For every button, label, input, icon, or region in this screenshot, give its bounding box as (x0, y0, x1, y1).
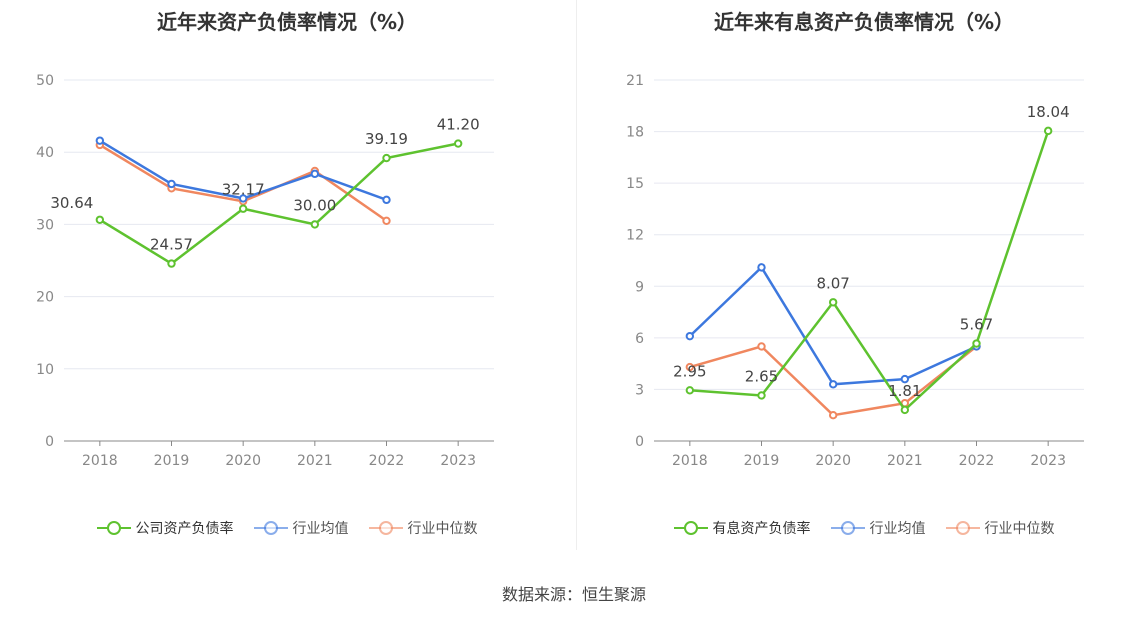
data-point-median[interactable] (828, 411, 838, 420)
legend-label: 行业中位数 (407, 521, 478, 537)
legend-line-circle-icon (253, 521, 288, 535)
x-tick-label: 2020 (225, 453, 261, 469)
y-tick-label: 15 (626, 176, 644, 192)
data-point-company[interactable] (900, 405, 910, 415)
chart-legend: 有息资产负债率 行业均值 行业中位数 (577, 518, 1148, 538)
data-label: 30.64 (50, 194, 93, 212)
y-tick-label: 20 (36, 290, 54, 306)
data-point-median[interactable] (382, 216, 391, 225)
data-label: 30.00 (293, 196, 336, 214)
chart-plot-interest-debt-ratio: 0 3 6 9 12 15 18 21 2018 2019 2020 2021 2022 2023 2.95… (626, 73, 1084, 469)
data-point-avg[interactable] (382, 195, 391, 205)
chart-panel-debt-ratio: 近年来资产负债率情况（%） 0 10 20 30 40 50 2018 2019 2020 202… (0, 0, 574, 560)
panel-divider (576, 0, 577, 550)
legend-label: 公司资产负债率 (135, 521, 234, 537)
data-point-company[interactable] (757, 391, 766, 400)
y-tick-label: 21 (626, 73, 644, 89)
legend-item-median[interactable]: 行业中位数 (368, 518, 478, 538)
data-label: 8.07 (816, 274, 849, 292)
data-label: 32.17 (222, 181, 265, 199)
data-label: 41.20 (437, 116, 480, 134)
data-point-company[interactable] (382, 153, 391, 163)
y-tick-label: 18 (626, 125, 644, 141)
data-point-avg[interactable] (310, 169, 320, 179)
y-tick-label: 50 (36, 73, 54, 89)
chart-plot-debt-ratio: 0 10 20 30 40 50 2018 2019 2020 2021 2022 2023 30.64… (36, 73, 494, 469)
y-tick-label: 10 (36, 362, 54, 378)
chart-legend: 公司资产负债率 行业均值 行业中位数 (0, 518, 574, 538)
x-tick-label: 2022 (959, 453, 995, 469)
legend-label: 行业中位数 (984, 521, 1055, 537)
data-point-median[interactable] (757, 342, 766, 351)
legend-label: 有息资产负债率 (712, 521, 811, 537)
y-tick-label: 6 (635, 331, 644, 347)
x-tick-label: 2019 (154, 453, 190, 469)
legend-line-circle-icon (673, 521, 708, 535)
data-point-avg[interactable] (900, 374, 910, 384)
series-line-company (689, 130, 1050, 412)
y-tick-label: 40 (36, 145, 54, 161)
x-tick-label: 2021 (887, 453, 923, 469)
x-tick-label: 2023 (1030, 453, 1066, 469)
y-tick-label: 0 (635, 434, 644, 450)
data-point-avg[interactable] (95, 136, 105, 145)
legend-item-avg[interactable]: 行业均值 (253, 518, 349, 538)
x-tick-label: 2022 (369, 453, 405, 469)
legend-line-circle-icon (96, 521, 131, 535)
data-point-company[interactable] (972, 339, 981, 348)
x-tick-label: 2018 (672, 453, 708, 469)
data-point-company[interactable] (1043, 126, 1053, 136)
y-tick-label: 3 (635, 382, 644, 398)
chart-title: 近年来有息资产负债率情况（%） (713, 10, 1015, 34)
data-point-avg[interactable] (757, 263, 766, 272)
legend-item-median[interactable]: 行业中位数 (945, 518, 1055, 538)
data-point-median[interactable] (685, 362, 695, 372)
legend-item-company[interactable]: 公司资产负债率 (96, 518, 234, 538)
x-tick-label: 2018 (82, 453, 118, 469)
data-point-avg[interactable] (167, 179, 176, 189)
data-label: 39.19 (365, 130, 408, 148)
x-tick-label: 2023 (440, 453, 476, 469)
data-point-avg[interactable] (238, 194, 248, 203)
legend-item-company[interactable]: 有息资产负债率 (673, 518, 811, 538)
data-point-company[interactable] (828, 298, 838, 307)
y-tick-label: 9 (635, 279, 644, 295)
legend-line-circle-icon (368, 521, 403, 535)
x-tick-label: 2019 (744, 453, 780, 469)
data-label: 18.04 (1027, 103, 1070, 121)
x-tick-label: 2021 (297, 453, 333, 469)
series-line-company (99, 142, 459, 266)
data-point-avg[interactable] (828, 380, 838, 389)
data-point-company[interactable] (238, 204, 248, 213)
legend-label: 行业均值 (292, 521, 349, 537)
y-tick-label: 12 (626, 228, 644, 244)
data-label: 5.67 (960, 316, 993, 334)
data-point-company[interactable] (95, 215, 105, 224)
data-point-company[interactable] (453, 139, 463, 148)
legend-label: 行业均值 (869, 521, 926, 537)
data-label: 1.81 (888, 382, 921, 400)
data-point-company[interactable] (310, 220, 320, 229)
y-tick-label: 30 (36, 217, 54, 233)
chart-panel-interest-debt-ratio: 近年来有息资产负债率情况（%） 0 3 6 9 12 15 18 21 2018 2019 2020… (577, 0, 1148, 560)
data-label: 2.65 (745, 367, 778, 385)
y-tick-label: 0 (45, 434, 54, 450)
data-source-caption: 数据来源：恒生聚源 (501, 585, 646, 604)
data-label: 24.57 (150, 236, 193, 254)
legend-line-circle-icon (830, 521, 865, 535)
x-tick-label: 2020 (815, 453, 851, 469)
chart-title: 近年来资产负债率情况（%） (156, 10, 418, 34)
legend-item-avg[interactable]: 行业均值 (830, 518, 926, 538)
legend-line-circle-icon (945, 521, 980, 535)
data-point-company[interactable] (167, 259, 176, 268)
data-label: 2.95 (673, 362, 706, 380)
data-point-company[interactable] (685, 386, 695, 395)
data-point-avg[interactable] (685, 331, 695, 341)
